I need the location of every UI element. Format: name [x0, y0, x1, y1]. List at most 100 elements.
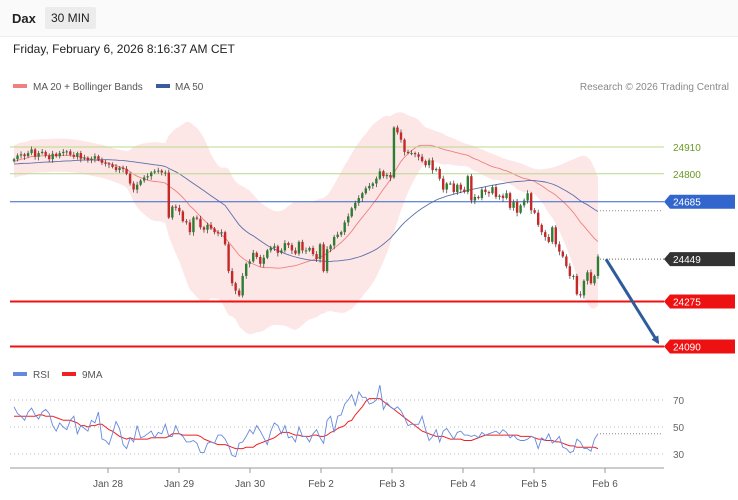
- rsi-legend-swatch: [13, 372, 27, 376]
- candle-body: [86, 157, 90, 161]
- candle-body: [593, 275, 596, 284]
- ma50-legend-label: MA 50: [175, 82, 204, 93]
- candle-body: [311, 247, 315, 255]
- candle-body: [294, 250, 297, 254]
- candle-body: [47, 155, 51, 160]
- candle-body: [406, 151, 410, 154]
- candle-body: [33, 149, 37, 157]
- ma20-line: [13, 144, 599, 269]
- candle-body: [579, 294, 582, 296]
- candle-body: [185, 221, 188, 223]
- candle-body: [565, 256, 568, 267]
- candle-body: [434, 168, 438, 171]
- rsi-ma9-line: [14, 398, 599, 450]
- candle-body: [220, 232, 223, 234]
- candle-body: [304, 250, 308, 252]
- candle-body: [480, 189, 484, 199]
- candle-body: [385, 174, 389, 177]
- candle-body: [536, 212, 540, 225]
- candle-body: [90, 158, 93, 161]
- candle-body: [153, 171, 156, 173]
- last-price-tag: [664, 252, 735, 267]
- candle-body: [114, 166, 118, 171]
- candle-body: [107, 163, 111, 165]
- bollinger-band: [14, 112, 598, 335]
- candle-body: [283, 243, 287, 251]
- candle-body: [329, 245, 332, 250]
- rsi-tick-label: 30: [673, 450, 685, 461]
- candle-body: [494, 187, 498, 197]
- candle-body: [287, 243, 290, 246]
- candle-body: [449, 183, 452, 185]
- candle-body: [248, 261, 251, 264]
- candle-body: [83, 157, 86, 159]
- candle-body: [44, 151, 47, 156]
- x-tick-label: Feb 2: [308, 479, 334, 490]
- x-tick-label: Feb 3: [379, 479, 405, 490]
- candle-body: [276, 246, 280, 253]
- candle-body: [259, 256, 262, 264]
- candle-body: [325, 249, 329, 272]
- candle-body: [343, 222, 346, 233]
- candle-body: [452, 183, 455, 193]
- candle-body: [473, 196, 477, 201]
- candle-body: [417, 154, 420, 157]
- candle-body: [132, 183, 135, 190]
- candle-body: [266, 250, 269, 258]
- candle-body: [206, 224, 209, 230]
- candle-body: [544, 232, 547, 238]
- candle-body: [58, 153, 61, 157]
- rsi-tick-label: 50: [673, 423, 685, 434]
- candle-body: [336, 234, 339, 238]
- candle-body: [16, 155, 19, 160]
- candle-body: [350, 208, 353, 217]
- candle-body: [410, 153, 413, 155]
- candle-body: [522, 200, 526, 206]
- candle-body: [540, 224, 543, 233]
- candle-body: [301, 241, 304, 251]
- candle-body: [72, 154, 76, 157]
- candle-body: [195, 217, 199, 219]
- candle-body: [237, 290, 241, 296]
- candle-body: [297, 241, 301, 254]
- candle-body: [357, 198, 360, 203]
- candle-body: [442, 178, 445, 190]
- candle-body: [463, 189, 466, 193]
- ma50-line: [13, 159, 599, 262]
- timeframe-button[interactable]: 30 MIN: [45, 7, 96, 29]
- candle-body: [371, 183, 375, 186]
- candle-body: [135, 184, 139, 190]
- candle-body: [178, 207, 181, 212]
- candle-body: [146, 176, 149, 178]
- x-tick-label: Feb 4: [450, 479, 476, 490]
- candle-body: [424, 161, 427, 166]
- candle-body: [30, 149, 33, 154]
- candle-body: [273, 246, 276, 248]
- candle-body: [65, 151, 68, 153]
- candle-body: [241, 275, 244, 296]
- candle-body: [139, 180, 142, 185]
- candle-body: [361, 193, 364, 199]
- candle-body: [568, 266, 572, 276]
- candle-body: [199, 218, 202, 228]
- candle-body: [526, 193, 529, 201]
- candle-body: [354, 202, 357, 209]
- candle-body: [40, 151, 44, 154]
- support-tag: [664, 294, 735, 309]
- candle-body: [456, 184, 459, 193]
- candle-body: [160, 170, 163, 173]
- candle-body: [382, 171, 385, 177]
- candle-body: [269, 247, 273, 251]
- candle-body: [487, 192, 491, 194]
- candle-body: [589, 272, 593, 284]
- candle-body: [150, 172, 153, 177]
- candle-body: [420, 156, 424, 162]
- candle-body: [364, 188, 368, 194]
- candle-body: [399, 132, 403, 140]
- chart-datetime: Friday, February 6, 2026 8:16:37 AM CET: [13, 42, 235, 56]
- candle-body: [477, 196, 480, 199]
- candle-body: [396, 127, 399, 133]
- candle-body: [501, 195, 505, 199]
- candle-body: [202, 227, 206, 230]
